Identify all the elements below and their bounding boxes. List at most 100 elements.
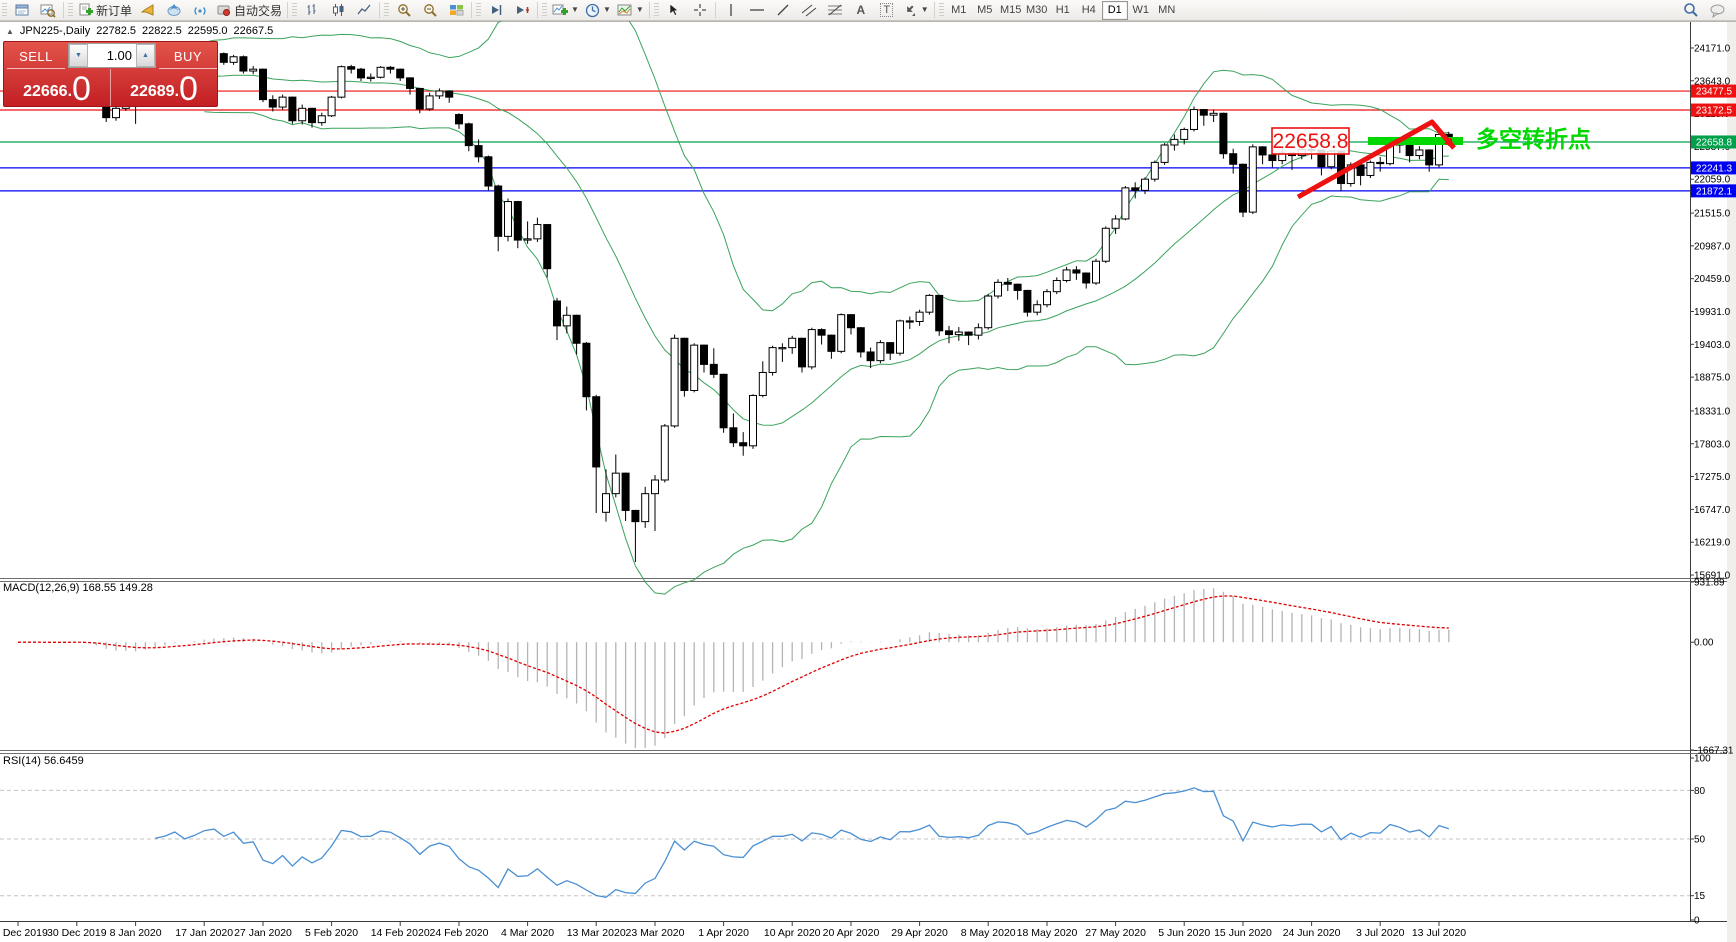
toolbar-grip[interactable] (384, 3, 390, 17)
channel-icon (801, 4, 817, 17)
toolbar-grip[interactable] (653, 3, 659, 17)
svg-text:17 Jan 2020: 17 Jan 2020 (175, 927, 233, 939)
svg-text:16747.0: 16747.0 (1694, 505, 1731, 516)
tab-timeframe-m1[interactable]: M1 (951, 4, 967, 16)
vertical-line-button[interactable] (718, 0, 744, 20)
ohlc-bars-icon (307, 4, 316, 15)
svg-text:10 Apr 2020: 10 Apr 2020 (764, 927, 821, 939)
arrows-button[interactable]: ▼ (900, 0, 932, 20)
tab-timeframe-d1[interactable]: D1 (1101, 0, 1128, 20)
cursor-button[interactable] (661, 0, 687, 20)
pivot-annotation-text: 多空转折点 (1476, 126, 1591, 152)
line-chart-button[interactable] (351, 0, 377, 20)
svg-text:8 May 2020: 8 May 2020 (961, 927, 1016, 939)
zoom-in-button[interactable] (391, 0, 417, 20)
candle-chart-button[interactable] (325, 0, 351, 20)
tab-timeframe-h4[interactable]: H4 (1081, 4, 1096, 16)
chat-button[interactable] (1704, 0, 1730, 20)
collapse-panel-icon[interactable]: ▲ (6, 26, 14, 36)
toolbar-grip[interactable] (542, 3, 548, 17)
toolbar-grip[interactable] (68, 3, 73, 17)
sound-icon (140, 3, 154, 16)
crosshair-button[interactable] (687, 0, 713, 20)
tab-timeframe-m15[interactable]: M15 (1000, 4, 1022, 16)
horizontal-line-icon (749, 9, 764, 11)
new-order-button[interactable]: 新订单 (75, 0, 135, 20)
svg-text:15: 15 (1694, 891, 1706, 902)
svg-text:21515.0: 21515.0 (1694, 209, 1731, 220)
buy-price[interactable]: 22689. 0 (111, 69, 217, 106)
text-button[interactable]: A (848, 0, 874, 20)
macd-values: 168.55 149.28 (82, 582, 153, 594)
toolbar-grip[interactable] (292, 3, 298, 17)
signals-button[interactable] (187, 0, 213, 20)
arrows-icon (906, 5, 915, 16)
auto-scroll-button[interactable] (483, 0, 509, 20)
tab-timeframe-m5[interactable]: M5 (977, 4, 993, 16)
horizontal-line-button[interactable] (744, 0, 770, 20)
templates-button[interactable]: ▼ (614, 0, 647, 20)
fibonacci-button[interactable] (822, 0, 848, 20)
autotrade-icon (217, 5, 231, 16)
svg-text:22241.3: 22241.3 (1696, 163, 1733, 174)
sell-price-sep: . (67, 83, 73, 100)
autotrade-label: 自动交易 (234, 3, 283, 18)
toolbar-grip[interactable] (476, 3, 482, 17)
svg-text:3 Jul 2020: 3 Jul 2020 (1356, 927, 1405, 939)
data-window-button[interactable] (35, 0, 61, 20)
sell-price[interactable]: 22666. 0 (4, 69, 111, 106)
publish-button[interactable] (161, 0, 187, 20)
svg-text:0.00: 0.00 (1694, 638, 1714, 649)
signal-icon (193, 7, 206, 15)
autotrade-button[interactable]: 自动交易 (213, 0, 285, 20)
ohlc-open: 22782.5 (96, 25, 136, 37)
svg-text:100: 100 (1694, 754, 1711, 765)
tab-timeframe-mn[interactable]: MN (1158, 4, 1176, 16)
candlestick-icon (332, 4, 344, 16)
svg-text:5 Feb 2020: 5 Feb 2020 (305, 927, 358, 939)
charts-window-button[interactable] (9, 0, 35, 20)
ohlc-high: 22822.5 (142, 25, 182, 37)
tab-timeframe-h1[interactable]: H1 (1055, 4, 1070, 16)
crosshair-icon (693, 4, 706, 16)
bar-chart-button[interactable] (299, 0, 325, 20)
buy-price-sep: . (174, 83, 180, 100)
svg-text:8 Jan 2020: 8 Jan 2020 (110, 927, 162, 939)
volume-input[interactable] (88, 44, 136, 67)
chart-shift-button[interactable] (509, 0, 535, 20)
svg-text:16219.0: 16219.0 (1694, 538, 1731, 549)
svg-text:15691.0: 15691.0 (1694, 571, 1731, 582)
tab-timeframe-w1[interactable]: W1 (1132, 4, 1149, 16)
sound-button[interactable] (135, 0, 161, 20)
periodicity-button[interactable]: ▼ (582, 0, 614, 20)
svg-text:5 Jun 2020: 5 Jun 2020 (1158, 927, 1210, 939)
svg-text:24 Jun 2020: 24 Jun 2020 (1283, 927, 1341, 939)
svg-text:1 Apr 2020: 1 Apr 2020 (698, 927, 749, 939)
svg-text:29 Apr 2020: 29 Apr 2020 (891, 927, 948, 939)
new-chart-button[interactable]: ▼ (549, 0, 582, 20)
toolbar-grip[interactable] (2, 3, 7, 17)
trend-arrowhead (1443, 137, 1454, 148)
svg-text:27 May 2020: 27 May 2020 (1085, 927, 1146, 939)
chart-shift-icon (516, 6, 529, 14)
buy-button[interactable]: BUY (159, 44, 217, 69)
ohlc-close: 22667.5 (233, 25, 274, 37)
clock-icon (585, 3, 600, 17)
trendline-button[interactable] (770, 0, 796, 20)
text-label-button[interactable]: T (874, 0, 900, 20)
svg-text:21872.1: 21872.1 (1696, 186, 1733, 197)
search-button[interactable] (1678, 0, 1704, 20)
zoom-out-button[interactable] (417, 0, 443, 20)
svg-text:931.89: 931.89 (1694, 578, 1725, 589)
ohlc-low: 22595.0 (187, 25, 228, 37)
tile-windows-button[interactable] (443, 0, 469, 20)
volume-increase-button[interactable]: ▲ (136, 44, 155, 67)
volume-decrease-button[interactable]: ▼ (69, 44, 88, 67)
toolbar-grip[interactable] (938, 3, 944, 17)
svg-text:80: 80 (1694, 786, 1706, 797)
sell-button[interactable]: SELL (7, 44, 65, 69)
equidistant-channel-button[interactable] (796, 0, 822, 20)
auto-scroll-icon (491, 5, 501, 15)
tab-timeframe-m30[interactable]: M30 (1026, 4, 1048, 16)
